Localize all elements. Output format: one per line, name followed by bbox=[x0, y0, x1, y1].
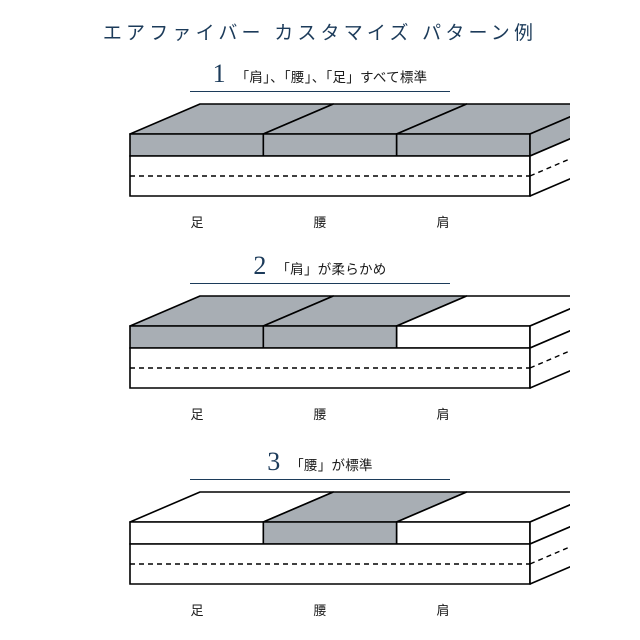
pattern-2: 2 「肩」が柔らかめ 足 腰 肩 bbox=[0, 251, 640, 423]
section-labels: 足 腰 肩 bbox=[0, 212, 640, 231]
section-labels: 足 腰 肩 bbox=[0, 600, 640, 619]
divider bbox=[190, 479, 450, 480]
label-foot: 足 bbox=[190, 600, 203, 619]
mattress-diagram bbox=[70, 96, 570, 216]
pattern-number: 2 bbox=[253, 251, 266, 281]
divider bbox=[190, 91, 450, 92]
label-foot: 足 bbox=[190, 404, 203, 423]
pattern-3: 3 「腰」が標準 足 腰 肩 bbox=[0, 447, 640, 619]
label-waist: 腰 bbox=[313, 404, 326, 423]
label-shoulder: 肩 bbox=[437, 212, 450, 231]
label-foot: 足 bbox=[190, 212, 203, 231]
pattern-1: 1 「肩」、「腰」、「足」すべて標準 足 腰 肩 bbox=[0, 59, 640, 231]
pattern-desc: 「肩」が柔らかめ bbox=[276, 258, 386, 278]
mattress-diagram bbox=[70, 484, 570, 604]
pattern-desc: 「腰」が標準 bbox=[290, 454, 373, 474]
pattern-number: 3 bbox=[267, 447, 280, 477]
pattern-desc: 「肩」、「腰」、「足」すべて標準 bbox=[236, 66, 428, 86]
page-title: エアファイバー カスタマイズ パターン例 bbox=[0, 18, 640, 45]
divider bbox=[190, 283, 450, 284]
label-waist: 腰 bbox=[313, 600, 326, 619]
label-waist: 腰 bbox=[313, 212, 326, 231]
pattern-number: 1 bbox=[213, 59, 226, 89]
section-labels: 足 腰 肩 bbox=[0, 404, 640, 423]
label-shoulder: 肩 bbox=[437, 600, 450, 619]
mattress-diagram bbox=[70, 288, 570, 408]
label-shoulder: 肩 bbox=[437, 404, 450, 423]
